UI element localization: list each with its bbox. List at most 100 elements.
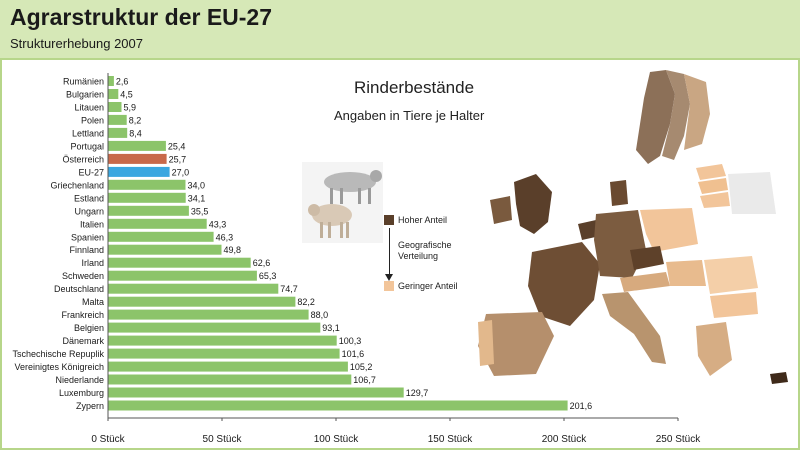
category-label-10: Ungarn: [74, 206, 104, 216]
bar-9: [108, 192, 186, 203]
category-label-0: Rumänien: [63, 77, 104, 87]
category-label-6: Österreich: [62, 154, 104, 164]
value-label-7: 27,0: [172, 167, 190, 177]
value-label-1: 4,5: [120, 90, 133, 100]
category-label-9: Estland: [74, 193, 104, 203]
x-tick-label-1: 50 Stück: [203, 434, 243, 445]
value-label-9: 34,1: [188, 193, 206, 203]
value-label-0: 2,6: [116, 77, 129, 87]
category-label-4: Lettland: [72, 128, 104, 138]
bar-22: [108, 361, 348, 372]
category-label-17: Malta: [82, 297, 104, 307]
category-label-16: Deutschland: [54, 284, 104, 294]
bar-25: [108, 400, 568, 411]
bar-6: [108, 153, 167, 164]
chart-subtitle: Angaben in Tiere je Halter: [334, 108, 485, 123]
category-label-25: Zypern: [76, 401, 104, 411]
value-label-8: 34,0: [188, 180, 206, 190]
legend-high-label: Hoher Anteil: [398, 215, 448, 225]
value-label-20: 100,3: [339, 336, 362, 346]
category-label-18: Frankreich: [61, 310, 104, 320]
value-label-2: 5,9: [124, 103, 137, 113]
bar-12: [108, 231, 214, 242]
value-label-16: 74,7: [280, 284, 298, 294]
value-label-14: 62,6: [253, 258, 271, 268]
value-label-23: 106,7: [353, 375, 376, 385]
bar-7: [108, 166, 170, 177]
bar-19: [108, 322, 321, 333]
category-label-19: Belgien: [74, 323, 104, 333]
legend-arrow-icon: [385, 274, 393, 281]
x-tick-label-4: 200 Stück: [542, 434, 587, 445]
category-label-7: EU-27: [78, 167, 104, 177]
category-label-2: Litauen: [74, 103, 104, 113]
value-label-17: 82,2: [297, 297, 315, 307]
category-label-23: Niederlande: [55, 375, 104, 385]
x-tick-label-5: 250 Stück: [656, 434, 701, 445]
bar-14: [108, 257, 251, 268]
value-label-25: 201,6: [570, 401, 593, 411]
bar-24: [108, 387, 404, 398]
x-tick-label-2: 100 Stück: [314, 434, 359, 445]
chart-title: Rinderbestände: [354, 78, 475, 97]
value-label-13: 49,8: [224, 245, 242, 255]
category-label-13: Finnland: [69, 245, 104, 255]
value-label-3: 8,2: [129, 115, 142, 125]
page-title: Agrarstruktur der EU-27: [10, 4, 273, 30]
category-label-24: Luxemburg: [59, 388, 104, 398]
bar-18: [108, 309, 309, 320]
bar-1: [108, 89, 119, 99]
category-label-22: Vereinigtes Königreich: [14, 362, 104, 372]
x-tick-label-3: 150 Stück: [428, 434, 473, 445]
category-label-8: Griechenland: [50, 180, 104, 190]
legend-arrow-line: [389, 228, 390, 276]
category-label-5: Portugal: [70, 141, 104, 151]
value-label-21: 101,6: [342, 349, 365, 359]
bar-5: [108, 140, 166, 151]
value-label-22: 105,2: [350, 362, 373, 372]
value-label-15: 65,3: [259, 271, 277, 281]
category-label-21: Tschechische Repuplik: [12, 349, 104, 359]
page-subtitle: Strukturerhebung 2007: [10, 36, 143, 51]
value-label-11: 43,3: [209, 219, 227, 229]
europe-map: [478, 70, 788, 384]
category-label-20: Dänemark: [62, 336, 104, 346]
legend-low-swatch: [384, 281, 394, 291]
value-label-19: 93,1: [322, 323, 340, 333]
bar-23: [108, 374, 352, 385]
bar-21: [108, 348, 340, 359]
value-label-10: 35,5: [191, 206, 209, 216]
legend-low-label: Geringer Anteil: [398, 281, 458, 291]
category-label-14: Irland: [81, 258, 104, 268]
value-label-6: 25,7: [169, 154, 187, 164]
category-label-1: Bulgarien: [66, 90, 104, 100]
bar-17: [108, 296, 296, 307]
value-label-4: 8,4: [129, 128, 142, 138]
bar-11: [108, 218, 207, 229]
bar-16: [108, 283, 279, 294]
category-label-12: Spanien: [71, 232, 104, 242]
category-label-11: Italien: [80, 219, 104, 229]
bar-20: [108, 335, 337, 346]
bar-0: [108, 76, 114, 86]
bar-3: [108, 114, 127, 125]
value-label-5: 25,4: [168, 141, 186, 151]
bar-8: [108, 179, 186, 190]
bar-15: [108, 270, 257, 281]
value-label-12: 46,3: [216, 232, 234, 242]
bar-4: [108, 127, 128, 138]
header-band: Agrarstruktur der EU-27 Strukturerhebung…: [0, 0, 800, 60]
bar-2: [108, 102, 122, 112]
legend-middle-label: Geografische Verteilung: [398, 240, 452, 261]
x-tick-label-0: 0 Stück: [91, 434, 125, 445]
legend-high-swatch: [384, 215, 394, 225]
bar-10: [108, 205, 189, 216]
category-label-3: Polen: [81, 115, 104, 125]
value-label-24: 129,7: [406, 388, 429, 398]
bar-13: [108, 244, 222, 255]
category-label-15: Schweden: [62, 271, 104, 281]
cow-illustration: [302, 162, 383, 243]
value-label-18: 88,0: [311, 310, 329, 320]
